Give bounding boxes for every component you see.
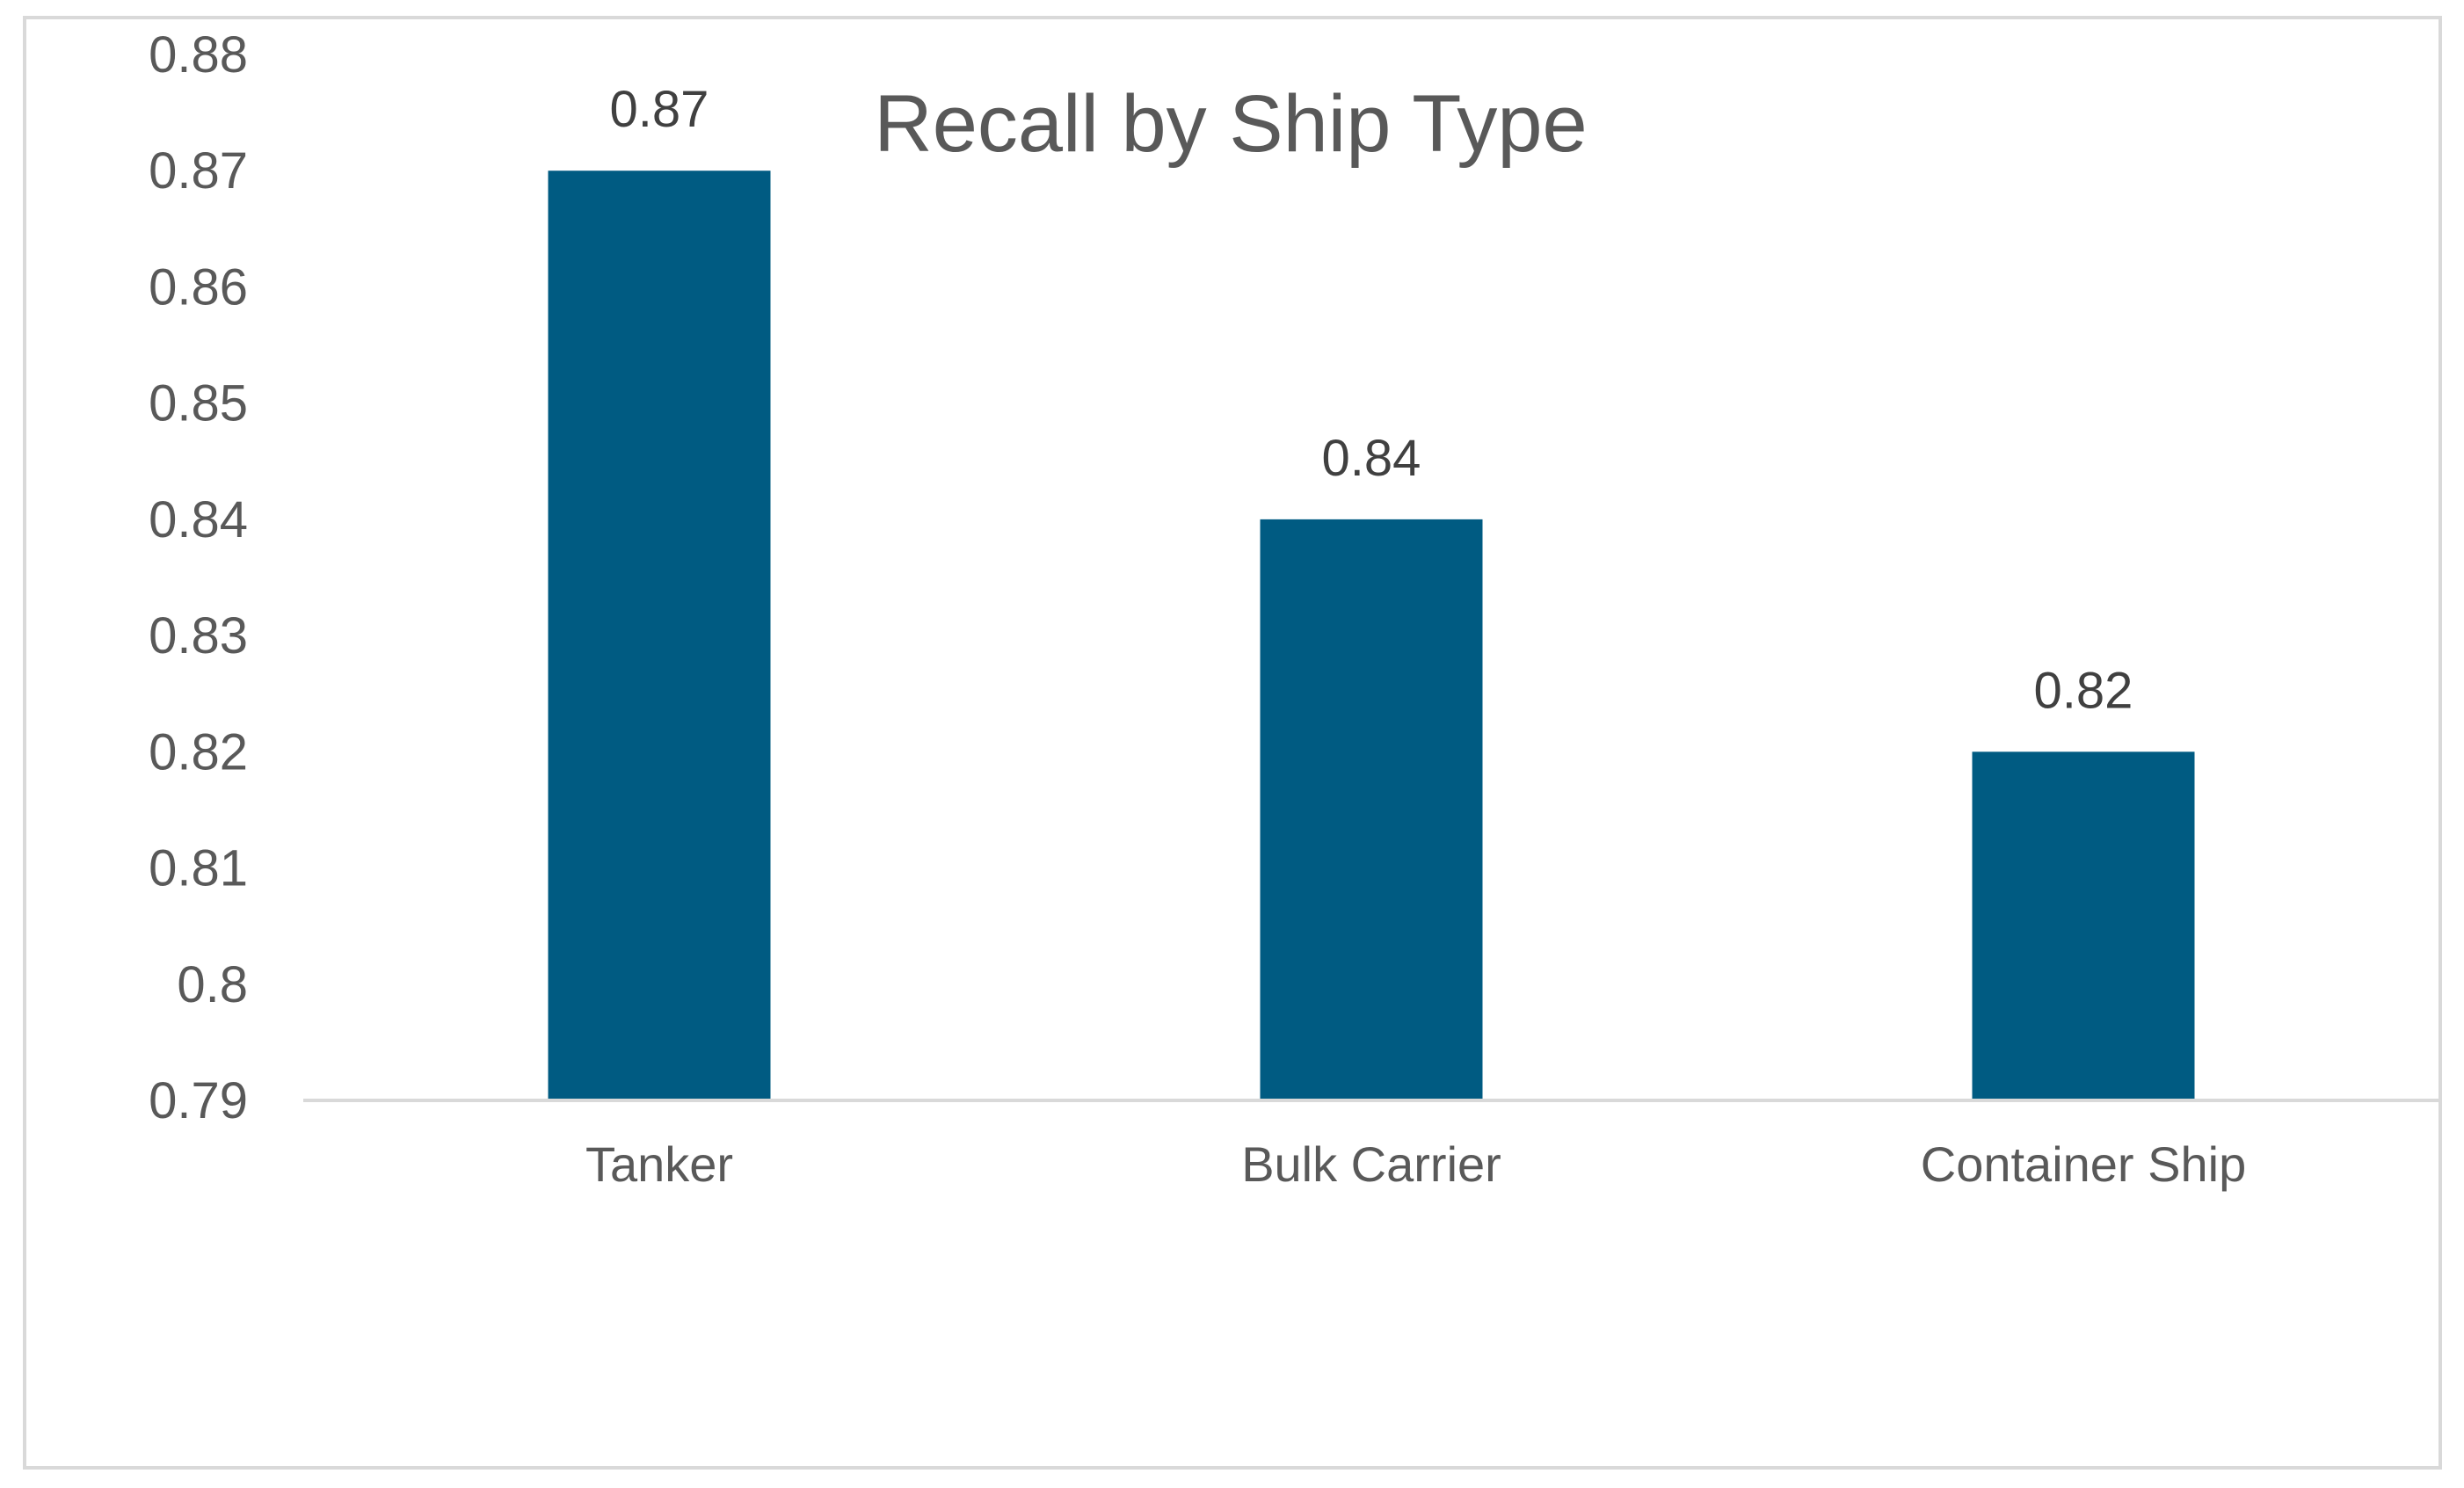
bar bbox=[1260, 519, 1483, 1100]
chart-area bbox=[23, 16, 2442, 1470]
data-label: 0.82 bbox=[2034, 662, 2133, 719]
x-axis-category-labels: Tanker Bulk Carrier Container Ship bbox=[585, 1136, 2246, 1192]
bar-series bbox=[548, 171, 2195, 1101]
chart-title: Recall by Ship Type bbox=[874, 79, 1587, 169]
y-tick-label: 0.86 bbox=[149, 258, 248, 316]
y-tick-label: 0.87 bbox=[149, 142, 248, 200]
y-tick-label: 0.79 bbox=[149, 1072, 248, 1129]
y-tick-label: 0.84 bbox=[149, 491, 248, 548]
x-category-label: Container Ship bbox=[1921, 1136, 2246, 1192]
bar bbox=[548, 171, 771, 1101]
x-category-label: Bulk Carrier bbox=[1241, 1136, 1501, 1192]
y-axis-tick-labels: 0.79 0.8 0.81 0.82 0.83 0.84 0.85 0.86 0.87 0.88 bbox=[149, 26, 248, 1129]
data-label: 0.84 bbox=[1322, 430, 1421, 487]
bar bbox=[1972, 751, 2195, 1100]
y-tick-label: 0.8 bbox=[177, 956, 248, 1013]
y-tick-label: 0.85 bbox=[149, 375, 248, 432]
y-tick-label: 0.82 bbox=[149, 723, 248, 780]
y-tick-label: 0.81 bbox=[149, 840, 248, 897]
x-category-label: Tanker bbox=[585, 1136, 733, 1192]
data-label: 0.87 bbox=[610, 81, 709, 138]
y-tick-label: 0.83 bbox=[149, 607, 248, 664]
data-labels: 0.87 0.84 0.82 bbox=[610, 81, 2133, 719]
y-tick-label: 0.88 bbox=[149, 26, 248, 83]
